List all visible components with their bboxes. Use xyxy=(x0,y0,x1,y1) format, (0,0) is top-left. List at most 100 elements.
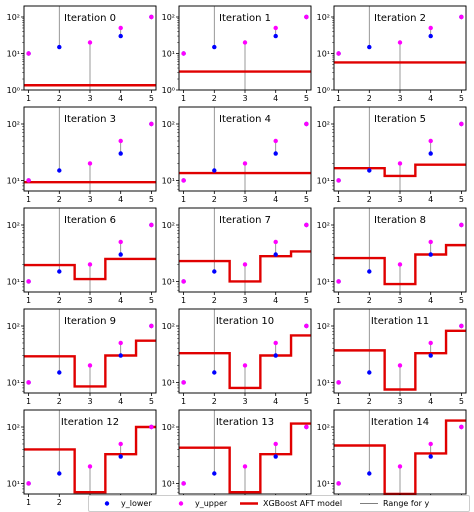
panel-2-y-upper-point-1 xyxy=(336,51,341,56)
legend-label-y-lower: y_lower xyxy=(121,499,152,508)
panel-7-y-upper-point-1 xyxy=(181,279,186,284)
panel-1-y-tick-label-100: 10² xyxy=(162,13,175,22)
panel-0-y-upper-point-3 xyxy=(87,40,93,45)
panel-9-y-lower-point-2 xyxy=(57,370,62,375)
panel-3-x-tick-label-5: 5 xyxy=(149,195,154,204)
panel-8-model-step-line xyxy=(334,243,466,286)
panel-10-x-tick-label-1: 1 xyxy=(181,397,186,406)
panel-9-x-tick-label-1: 1 xyxy=(26,397,31,406)
legend-marker-model xyxy=(240,502,258,505)
panel-10-x-tick-label-2: 2 xyxy=(212,397,217,406)
panel-2-x-tick-label-2: 2 xyxy=(367,94,372,103)
panel-7-x-tick-label-4: 4 xyxy=(273,296,278,305)
panel-3-title: Iteration 3 xyxy=(64,114,116,125)
panel-14-y-upper-point-1 xyxy=(336,481,341,486)
panel-14-y-upper-point-4 xyxy=(428,441,433,447)
panel-11-y-lower-point-2 xyxy=(367,370,372,375)
panel-10-y-tick-label-100: 10² xyxy=(162,322,175,331)
panel-6-y-lower-point-4 xyxy=(118,252,123,257)
panel-6-x-tick-label-5: 5 xyxy=(149,296,154,305)
panel-4-x-tick-label-3: 3 xyxy=(242,195,247,204)
panel-0-x-tick-label-1: 1 xyxy=(26,94,31,103)
panel-2-x-tick-label-3: 3 xyxy=(397,94,402,103)
panel-0-y-upper-point-1 xyxy=(26,51,31,56)
legend-label-y-upper: y_upper xyxy=(195,499,228,508)
panel-11-x-tick-label-3: 3 xyxy=(397,397,402,406)
panel-7-x-tick-label-5: 5 xyxy=(304,296,309,305)
panel-0-y-tick-label-100: 10² xyxy=(7,13,20,22)
panel-8-y-upper-point-5 xyxy=(459,222,464,228)
panel-8-y-upper-point-1 xyxy=(336,279,341,284)
panel-6-y-upper-point-4 xyxy=(118,239,123,245)
panel-8-y-lower-point-4 xyxy=(428,252,433,257)
panel-13-y-upper-point-1 xyxy=(181,481,186,486)
panel-14-y-lower-point-2 xyxy=(367,471,372,476)
panel-11-title: Iteration 11 xyxy=(371,316,429,327)
panel-7-y-upper-point-5 xyxy=(304,222,309,228)
panel-10-y-upper-point-5 xyxy=(304,323,309,329)
panel-3-x-tick-label-3: 3 xyxy=(87,195,92,204)
panel-12-model-step-line xyxy=(24,425,156,494)
panel-10-title: Iteration 10 xyxy=(216,316,274,327)
panel-8-y-tick-label-100: 10² xyxy=(317,221,330,230)
panel-12-y-upper-point-5 xyxy=(149,424,154,430)
panel-4-y-upper-point-4 xyxy=(273,138,278,144)
panel-13-title: Iteration 13 xyxy=(216,417,274,428)
legend-label-model: XGBoost AFT model xyxy=(263,499,343,508)
panel-3-y-upper-point-1 xyxy=(26,178,31,183)
panel-13-y-lower-point-2 xyxy=(212,471,217,476)
panel-0-y-lower-point-2 xyxy=(57,44,62,50)
panel-1-y-upper-point-3 xyxy=(242,40,248,45)
panel-6-y-tick-label-100: 10² xyxy=(7,221,20,230)
panel-8-title: Iteration 8 xyxy=(374,215,426,226)
panel-13-y-upper-point-5 xyxy=(304,424,309,430)
panel-12-y-upper-point-3 xyxy=(87,464,93,469)
panel-1-x-tick-label-3: 3 xyxy=(242,94,247,103)
legend-marker-y-upper xyxy=(178,501,184,506)
panel-8-x-tick-label-2: 2 xyxy=(367,296,372,305)
panel-7-model-step-line xyxy=(179,250,311,283)
panel-13-y-lower-point-4 xyxy=(273,454,278,459)
panel-3-y-tick-label-100: 10² xyxy=(7,120,20,129)
panel-0-y-lower-point-4 xyxy=(118,33,123,39)
panel-9-title: Iteration 9 xyxy=(64,316,116,327)
panel-14-y-lower-point-4 xyxy=(428,454,433,459)
panel-1-y-tick-label-10: 10¹ xyxy=(162,49,175,58)
panel-10-y-lower-point-4 xyxy=(273,353,278,358)
panel-0-y-upper-point-5 xyxy=(149,14,154,20)
panel-1-title: Iteration 1 xyxy=(219,13,271,24)
panel-4-title: Iteration 4 xyxy=(219,114,271,125)
panel-2-title: Iteration 2 xyxy=(374,13,426,24)
panel-7-y-upper-point-3 xyxy=(242,262,248,267)
panel-10-y-upper-point-1 xyxy=(181,380,186,385)
panel-9-x-tick-label-3: 3 xyxy=(87,397,92,406)
panel-5-x-tick-label-3: 3 xyxy=(397,195,402,204)
panel-9-x-tick-label-2: 2 xyxy=(57,397,62,406)
panel-4-x-tick-label-2: 2 xyxy=(212,195,217,204)
panel-7-x-tick-label-3: 3 xyxy=(242,296,247,305)
panel-11-x-tick-label-5: 5 xyxy=(459,397,464,406)
panel-8-x-tick-label-5: 5 xyxy=(459,296,464,305)
panel-4-x-tick-label-5: 5 xyxy=(304,195,309,204)
panel-3-y-tick-label-10: 10¹ xyxy=(7,176,20,185)
panel-1-x-tick-label-1: 1 xyxy=(181,94,186,103)
panel-12-x-tick-label-1: 1 xyxy=(26,498,31,507)
panel-13-y-tick-label-10: 10¹ xyxy=(162,479,175,488)
panel-0-x-tick-label-2: 2 xyxy=(57,94,62,103)
panel-12-x-tick-label-2: 2 xyxy=(57,498,62,507)
panel-6-model-step-line xyxy=(24,257,156,281)
panel-13-model-step-line xyxy=(179,422,311,494)
panel-1-y-lower-point-2 xyxy=(212,44,217,50)
panel-10-y-upper-point-4 xyxy=(273,340,278,346)
panel-9-y-tick-label-100: 10² xyxy=(7,322,20,331)
panel-3-y-upper-point-5 xyxy=(149,121,154,127)
panel-6-y-upper-point-5 xyxy=(149,222,154,228)
panel-7-x-tick-label-1: 1 xyxy=(181,296,186,305)
panel-4-x-tick-label-4: 4 xyxy=(273,195,278,204)
panel-4-y-upper-point-3 xyxy=(242,161,248,166)
panel-3-y-upper-point-4 xyxy=(118,138,123,144)
panel-1-x-tick-label-4: 4 xyxy=(273,94,278,103)
panel-11-x-tick-label-2: 2 xyxy=(367,397,372,406)
legend-marker-y-lower xyxy=(104,501,110,506)
panel-5-y-tick-label-100: 10² xyxy=(317,120,330,129)
